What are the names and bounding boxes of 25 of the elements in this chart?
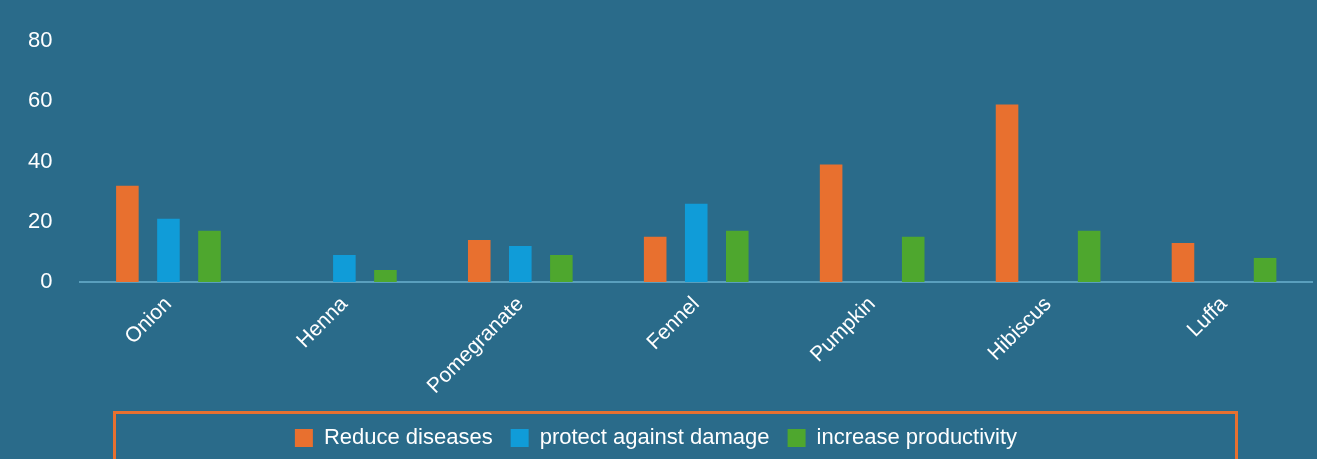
bar bbox=[374, 269, 397, 283]
bar bbox=[333, 254, 356, 283]
bar bbox=[116, 185, 139, 283]
y-tick-label: 40 bbox=[27, 147, 53, 173]
y-tick-label: 20 bbox=[27, 207, 53, 233]
bar bbox=[995, 104, 1019, 283]
bar bbox=[1253, 257, 1277, 283]
bar bbox=[198, 230, 221, 283]
legend-label: protect against damage bbox=[539, 424, 770, 450]
y-tick-label: 60 bbox=[27, 87, 53, 113]
legend-label: increase productivity bbox=[816, 424, 1018, 450]
y-tick-label: 0 bbox=[40, 268, 53, 294]
legend-label: Reduce diseases bbox=[323, 424, 493, 450]
bar bbox=[467, 239, 491, 283]
bar bbox=[901, 236, 925, 283]
bar bbox=[1077, 230, 1101, 283]
bar bbox=[1171, 242, 1195, 283]
bar bbox=[726, 230, 749, 283]
bar bbox=[550, 254, 573, 283]
y-tick-label: 80 bbox=[27, 27, 53, 53]
bar bbox=[819, 164, 843, 283]
bar bbox=[157, 218, 180, 283]
bar bbox=[509, 245, 532, 283]
bar bbox=[643, 236, 667, 283]
bar bbox=[684, 203, 708, 283]
